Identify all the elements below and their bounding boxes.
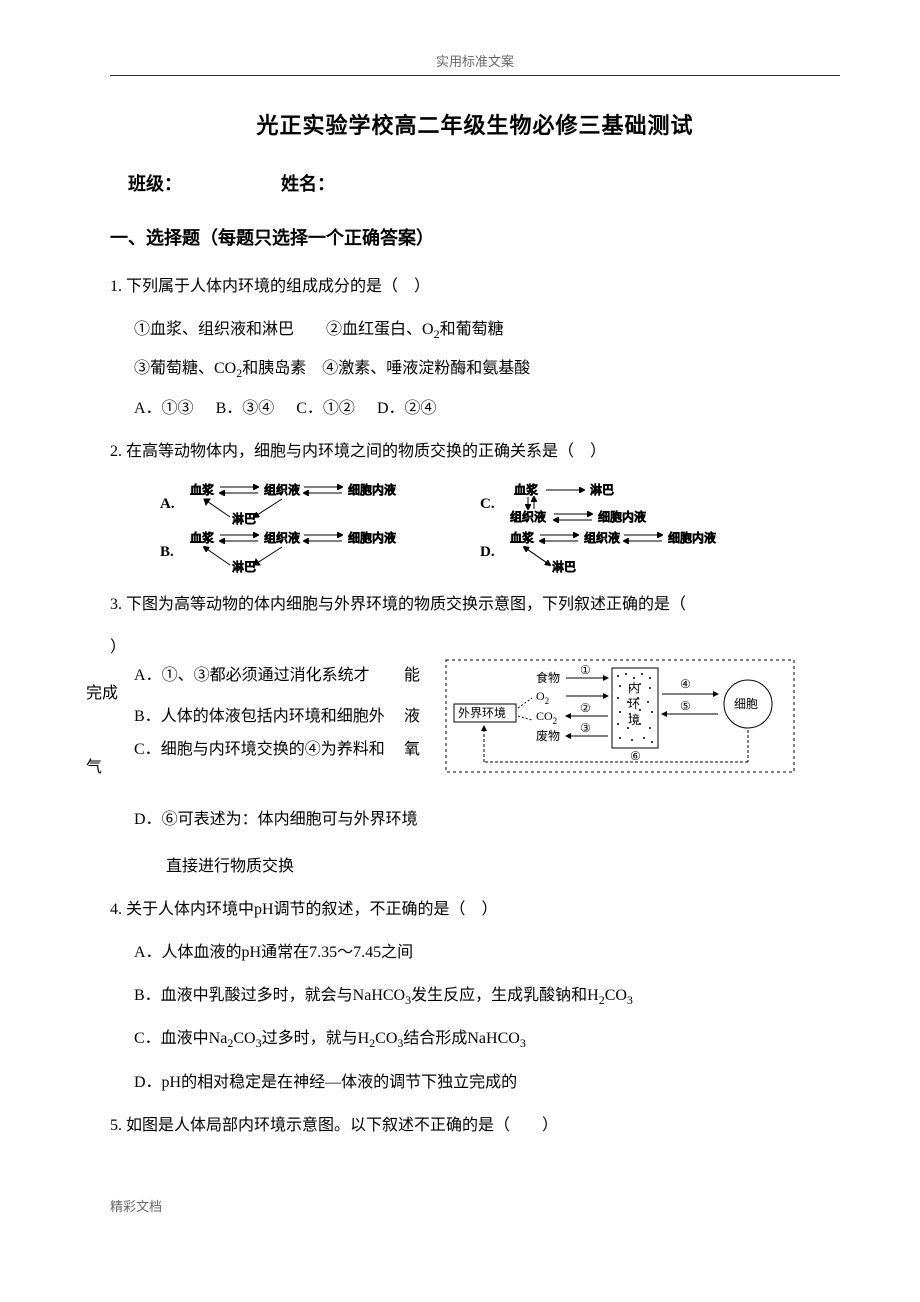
question-1: 1. 下列属于人体内环境的组成成分的是（ ） <box>110 273 840 302</box>
q4-opt-b: B．血液中乳酸过多时，就会与NaHCO3发生反应，生成乳酸钠和H2CO3 <box>134 982 840 1012</box>
q2-label-b: B. <box>160 539 180 566</box>
q5-text: 如图是人体局部内环境示意图。以下叙述不正确的是（ ） <box>126 1117 558 1134</box>
q4-opt-c: C．血液中Na2CO3过多时，就与H2CO3结合形成NaHCO3 <box>134 1025 840 1055</box>
question-2: 2. 在高等动物体内，细胞与内环境之间的物质交换的正确关系是（ ） <box>110 438 840 467</box>
q2-label-c: C. <box>480 491 500 518</box>
svg-text:废物: 废物 <box>536 728 560 743</box>
svg-text:细胞内液: 细胞内液 <box>598 509 646 524</box>
q3-opt-d-cont: 直接进行物质交换 <box>110 853 840 882</box>
q4-opt-a: A．人体血液的pH通常在7.35～7.45之间 <box>134 939 840 968</box>
q1-opt-a: A．①③ <box>134 400 194 417</box>
q2-diagram-a: 血浆 组织液 细胞内液 淋巴 <box>186 481 446 525</box>
q3-opt-c-label: C． <box>134 741 161 758</box>
svg-text:血浆: 血浆 <box>190 530 214 545</box>
q3-opt-d: ⑥可表述为：体内细胞可与外界环境 <box>162 811 418 828</box>
svg-text:血浆: 血浆 <box>510 530 534 545</box>
question-3: 3. 下图为高等动物的体内细胞与外界环境的物质交换示意图，下列叙述正确的是（ <box>110 591 840 620</box>
svg-text:内: 内 <box>628 681 640 695</box>
svg-text:①: ① <box>580 663 591 677</box>
svg-text:组织液: 组织液 <box>264 530 300 545</box>
q2-text: 在高等动物体内，细胞与内环境之间的物质交换的正确关系是（ ） <box>126 443 606 460</box>
question-4: 4. 关于人体内环境中pH调节的叙述，不正确的是（ ） <box>110 896 840 925</box>
svg-text:细胞内液: 细胞内液 <box>348 482 396 497</box>
q3-diagram: 内 环 境 外界环境 食物 O2 CO2 废物 ① ② ③ ④ ⑤ <box>440 654 800 795</box>
q3-opt-d-label: D． <box>134 811 162 828</box>
q3-opt-b-label: B． <box>134 708 161 725</box>
q3-opt-a-label: A． <box>134 667 162 684</box>
q2-diagram-d: 血浆 组织液 细胞内液 淋巴 <box>506 529 766 573</box>
svg-text:CO2: CO2 <box>536 709 557 726</box>
q3-container: A．①、③都必须通过消化系统才 能 完成 B．人体的体液包括内环境和细胞外 液 … <box>110 662 840 792</box>
question-5: 5. 如图是人体局部内环境示意图。以下叙述不正确的是（ ） <box>110 1112 840 1141</box>
svg-text:④: ④ <box>680 677 691 691</box>
page-footer: 精彩文档 <box>110 1195 840 1218</box>
q1-sub2: ③葡萄糖、CO2和胰岛素 ④激素、唾液淀粉酶和氨基酸 <box>110 355 840 385</box>
q4-opt-d: D．pH的相对稳定是在神经—体液的调节下独立完成的 <box>134 1069 840 1098</box>
svg-text:环: 环 <box>628 697 640 711</box>
svg-text:⑤: ⑤ <box>680 699 691 713</box>
q3-c-right: 氧 <box>404 736 420 765</box>
class-name-row: 班级： 姓名： <box>110 168 840 200</box>
q2-diagram-b: 血浆 组织液 细胞内液 淋巴 <box>186 529 446 573</box>
svg-text:细胞内液: 细胞内液 <box>348 530 396 545</box>
exam-title: 光正实验学校高二年级生物必修三基础测试 <box>110 106 840 146</box>
q1-options: A．①③ B．③④ C．①② D．②④ <box>110 395 840 424</box>
q3-opt-a: ①、③都必须通过消化系统才 <box>162 667 370 684</box>
q2-diagrams: A. 血浆 组织液 细胞内液 淋巴 C. <box>160 481 840 573</box>
q4-number: 4. <box>110 901 122 918</box>
svg-text:血浆: 血浆 <box>514 482 538 497</box>
svg-text:外界环境: 外界环境 <box>458 705 506 720</box>
q2-diagram-c: 血浆 淋巴 组织液 细胞内液 <box>506 481 726 525</box>
q3-opt-b: 人体的体液包括内环境和细胞外 <box>161 708 385 725</box>
q1-number: 1. <box>110 278 122 295</box>
q3-opt-d-row: D．⑥可表述为：体内细胞可与外界环境 <box>110 806 840 835</box>
svg-text:O2: O2 <box>536 689 549 706</box>
q3-text: 下图为高等动物的体内细胞与外界环境的物质交换示意图，下列叙述正确的是（ <box>126 596 702 613</box>
svg-text:组织液: 组织液 <box>584 530 620 545</box>
q3-a-right: 能 <box>404 662 420 691</box>
svg-text:细胞: 细胞 <box>734 697 758 711</box>
class-label: 班级： <box>128 168 182 200</box>
q3-c-qi: 气 <box>86 754 102 783</box>
q2-number: 2. <box>110 443 122 460</box>
q2-label-d: D. <box>480 539 500 566</box>
q1-opt-c: C．①② <box>296 400 355 417</box>
svg-text:组织液: 组织液 <box>510 509 546 524</box>
svg-text:淋巴: 淋巴 <box>552 560 576 573</box>
section-heading: 一、选择题（每题只选择一个正确答案） <box>110 222 840 254</box>
svg-text:淋巴: 淋巴 <box>590 483 614 497</box>
q5-number: 5. <box>110 1117 122 1134</box>
q1-opt-d: D．②④ <box>377 400 437 417</box>
q3-b-right: 液 <box>404 703 420 732</box>
q4-text: 关于人体内环境中pH调节的叙述，不正确的是（ ） <box>126 901 498 918</box>
name-label: 姓名： <box>281 168 335 200</box>
q1-opt-b: B．③④ <box>216 400 275 417</box>
svg-text:细胞内液: 细胞内液 <box>668 530 716 545</box>
q1-sub1: ①血浆、组织液和淋巴 ②血红蛋白、O2和葡萄糖 <box>110 316 840 346</box>
svg-text:③: ③ <box>580 721 591 735</box>
header-line <box>110 75 840 76</box>
q3-number: 3. <box>110 596 122 613</box>
q2-label-a: A. <box>160 491 180 518</box>
svg-text:食物: 食物 <box>536 670 560 685</box>
q3-opt-c: 细胞与内环境交换的④为养料和 <box>161 741 385 758</box>
svg-text:组织液: 组织液 <box>264 482 300 497</box>
svg-text:②: ② <box>580 701 591 715</box>
svg-text:淋巴: 淋巴 <box>232 512 256 525</box>
svg-text:血浆: 血浆 <box>190 482 214 497</box>
svg-text:⑥: ⑥ <box>630 749 641 763</box>
svg-text:境: 境 <box>628 712 640 727</box>
svg-text:淋巴: 淋巴 <box>232 560 256 573</box>
q1-text: 下列属于人体内环境的组成成分的是（ ） <box>126 278 430 295</box>
page-header-small: 实用标准文案 <box>110 50 840 73</box>
